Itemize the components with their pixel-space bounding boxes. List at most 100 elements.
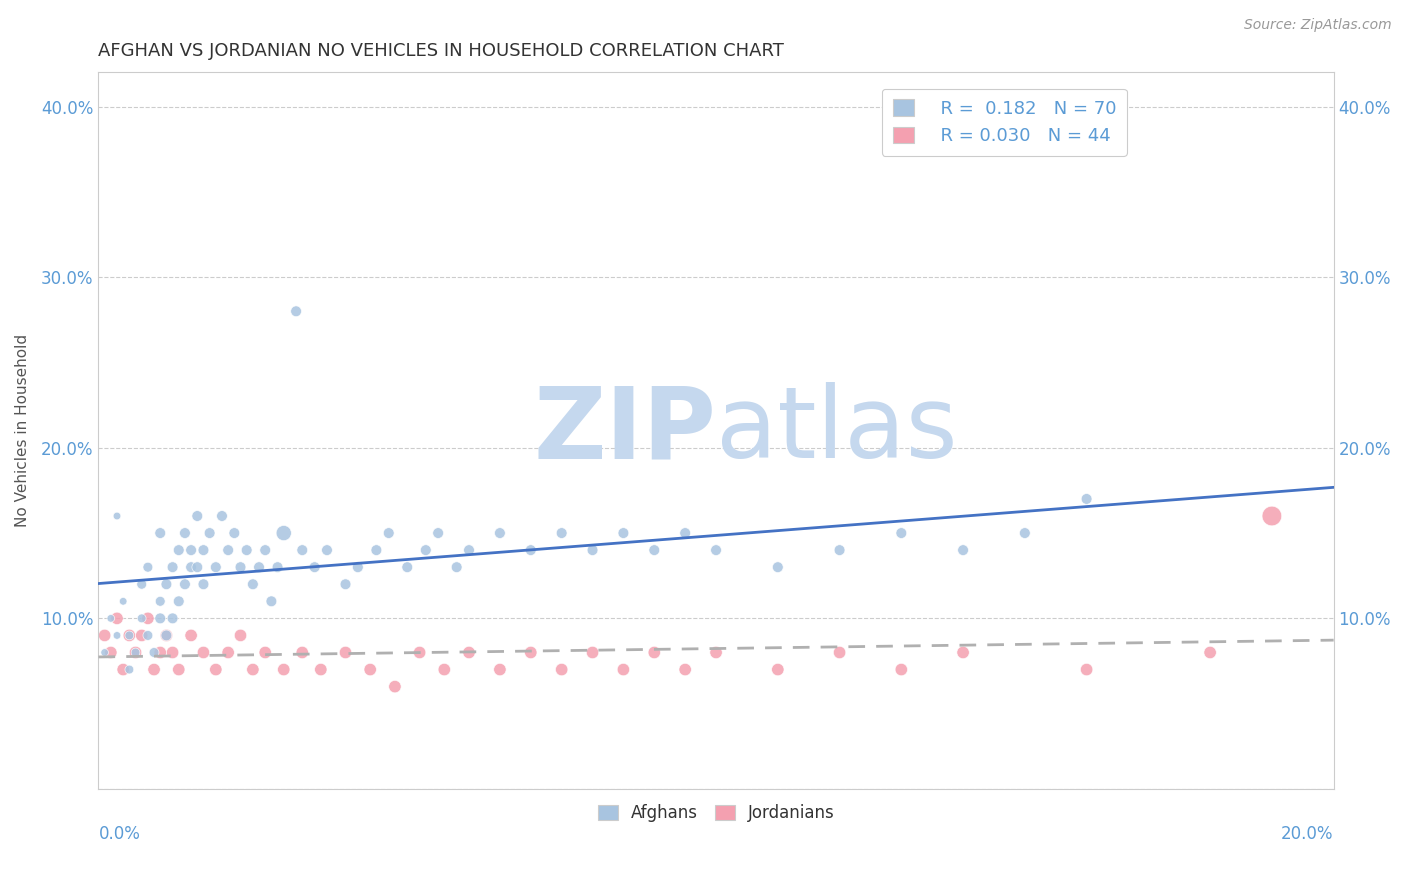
Point: [260, 594, 283, 608]
Point: [118, 628, 141, 642]
Point: [273, 526, 295, 541]
Point: [458, 543, 481, 558]
Point: [1261, 508, 1284, 523]
Point: [309, 663, 332, 677]
Point: [366, 543, 388, 558]
Point: [124, 645, 146, 659]
Point: [162, 645, 184, 659]
Point: [93, 628, 115, 642]
Point: [550, 663, 572, 677]
Point: [550, 526, 572, 541]
Point: [124, 645, 146, 659]
Point: [180, 560, 202, 574]
Point: [1014, 526, 1036, 541]
Point: [890, 526, 912, 541]
Point: [266, 560, 288, 574]
Point: [211, 508, 233, 523]
Point: [136, 560, 159, 574]
Point: [180, 628, 202, 642]
Point: [143, 663, 166, 677]
Point: [254, 645, 277, 659]
Point: [828, 543, 851, 558]
Point: [217, 645, 239, 659]
Point: [229, 628, 252, 642]
Point: [131, 577, 153, 591]
Point: [643, 645, 665, 659]
Point: [581, 543, 603, 558]
Point: [149, 594, 172, 608]
Point: [118, 663, 141, 677]
Point: [162, 611, 184, 625]
Point: [93, 645, 115, 659]
Point: [143, 645, 166, 659]
Point: [673, 663, 696, 677]
Point: [100, 611, 122, 625]
Point: [581, 645, 603, 659]
Point: [118, 628, 141, 642]
Point: [105, 628, 128, 642]
Point: [612, 663, 634, 677]
Point: [193, 543, 215, 558]
Point: [446, 560, 468, 574]
Point: [612, 526, 634, 541]
Point: [291, 645, 314, 659]
Point: [828, 645, 851, 659]
Point: [673, 526, 696, 541]
Point: [273, 663, 295, 677]
Point: [136, 611, 159, 625]
Point: [520, 645, 543, 659]
Text: atlas: atlas: [716, 382, 957, 479]
Point: [235, 543, 257, 558]
Point: [242, 577, 264, 591]
Text: AFGHAN VS JORDANIAN NO VEHICLES IN HOUSEHOLD CORRELATION CHART: AFGHAN VS JORDANIAN NO VEHICLES IN HOUSE…: [98, 42, 785, 60]
Point: [643, 543, 665, 558]
Point: [167, 594, 190, 608]
Point: [186, 560, 208, 574]
Point: [1076, 663, 1098, 677]
Point: [198, 526, 221, 541]
Point: [952, 543, 974, 558]
Point: [167, 543, 190, 558]
Point: [291, 543, 314, 558]
Point: [242, 663, 264, 677]
Point: [458, 645, 481, 659]
Point: [377, 526, 399, 541]
Point: [193, 577, 215, 591]
Point: [396, 560, 419, 574]
Point: [105, 508, 128, 523]
Point: [100, 645, 122, 659]
Point: [155, 628, 177, 642]
Point: [204, 663, 226, 677]
Point: [224, 526, 246, 541]
Point: [408, 645, 430, 659]
Point: [433, 663, 456, 677]
Point: [316, 543, 339, 558]
Text: 0.0%: 0.0%: [98, 825, 141, 843]
Point: [174, 526, 197, 541]
Point: [149, 645, 172, 659]
Point: [952, 645, 974, 659]
Point: [174, 577, 197, 591]
Point: [489, 663, 512, 677]
Point: [204, 560, 226, 574]
Point: [766, 560, 789, 574]
Point: [112, 594, 135, 608]
Point: [520, 543, 543, 558]
Point: [489, 526, 512, 541]
Point: [384, 680, 406, 694]
Point: [427, 526, 450, 541]
Point: [890, 663, 912, 677]
Point: [155, 628, 177, 642]
Point: [335, 645, 357, 659]
Point: [149, 611, 172, 625]
Point: [131, 611, 153, 625]
Point: [247, 560, 270, 574]
Point: [149, 526, 172, 541]
Point: [136, 628, 159, 642]
Point: [1199, 645, 1222, 659]
Point: [335, 577, 357, 591]
Point: [285, 304, 308, 318]
Point: [1076, 491, 1098, 506]
Point: [131, 628, 153, 642]
Point: [347, 560, 370, 574]
